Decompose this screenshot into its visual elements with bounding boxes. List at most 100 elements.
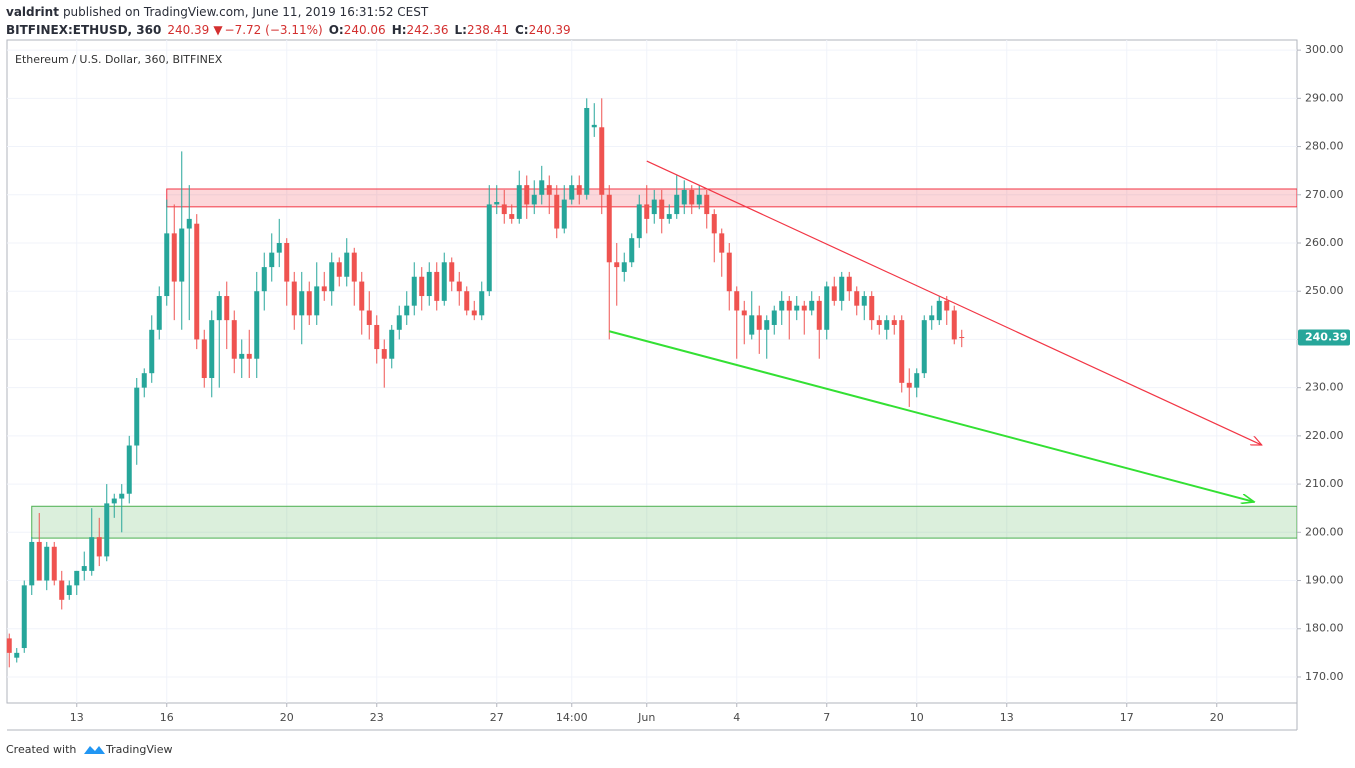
change-arrow: ▼ [213, 23, 223, 37]
candle-body [674, 194, 680, 215]
candle-body [539, 180, 545, 195]
candle-body [344, 252, 350, 277]
candle-body [359, 281, 365, 311]
candle-body [179, 228, 185, 282]
candle-body [59, 580, 65, 600]
published: published on TradingView.com, June 11, 2… [63, 5, 429, 19]
open-label: O: [329, 23, 344, 37]
candle-body [591, 124, 597, 128]
candle-body [756, 315, 762, 330]
candle-body [741, 310, 747, 316]
candle-body [659, 199, 665, 219]
candle-body [209, 320, 215, 379]
y-tick-label: 210.00 [1305, 477, 1344, 490]
candle-body [456, 281, 462, 292]
candle-body [104, 503, 110, 557]
symbol-line: BITFINEX:ETHUSD, 360 240.39 ▼ −7.72 (−3.11%… [6, 23, 571, 37]
footer-brand: TradingView [105, 743, 172, 756]
candle-body [546, 185, 552, 195]
x-tick-label: 17 [1120, 711, 1134, 724]
candle-body [696, 194, 702, 205]
candle-body [509, 214, 515, 219]
candle-body [779, 300, 785, 311]
y-tick-label: 200.00 [1305, 525, 1344, 538]
trendlines [608, 160, 1262, 502]
candle-body [314, 286, 320, 316]
candle-body [801, 305, 807, 311]
candle-body [486, 204, 492, 292]
candle-body [681, 189, 687, 205]
author: valdrint [6, 5, 59, 19]
candle-body [884, 320, 890, 330]
candle-body [194, 223, 200, 340]
candle-body [561, 199, 567, 229]
high-label: H: [392, 23, 407, 37]
candle-body [479, 291, 485, 316]
y-tick-label: 280.00 [1305, 140, 1344, 153]
candle-body [846, 276, 852, 292]
candle-body [164, 233, 170, 297]
candle-body [224, 296, 230, 321]
candle-body [29, 541, 35, 586]
x-tick-label: Jun [637, 711, 655, 724]
candle-body [186, 218, 192, 229]
candle-body [749, 315, 755, 335]
candle-body [771, 310, 777, 325]
candle-body [119, 493, 125, 499]
grid [7, 40, 1297, 703]
candle-body [134, 387, 140, 446]
candle-body [36, 541, 42, 581]
candle-body [351, 252, 357, 282]
x-tick-label: 13 [1000, 711, 1014, 724]
y-tick-label: 170.00 [1305, 670, 1344, 683]
candle-body [711, 214, 717, 234]
candle-body [651, 199, 657, 215]
candle-body [201, 339, 207, 379]
symbol: BITFINEX:ETHUSD, 360 [6, 23, 161, 37]
close: 240.39 [529, 23, 571, 37]
candle-body [606, 194, 612, 263]
candle-body [81, 566, 87, 571]
y-tick-label: 190.00 [1305, 574, 1344, 587]
candle-body [531, 194, 537, 205]
candle-body [96, 537, 102, 557]
candle-body [944, 300, 950, 311]
candle-body [404, 305, 410, 316]
y-tick-label: 250.00 [1305, 284, 1344, 297]
candle-body [89, 537, 95, 571]
candle-body [471, 310, 477, 316]
candle-body [936, 300, 942, 321]
candle-body [689, 189, 695, 205]
candle-body [704, 194, 710, 215]
chart-legend: Ethereum / U.S. Dollar, 360, BITFINEX [15, 53, 223, 66]
candle-body [906, 382, 912, 388]
candle-body [396, 315, 402, 330]
candle-body [809, 300, 815, 311]
candle-body [441, 262, 447, 301]
y-tick-label: 180.00 [1305, 622, 1344, 635]
candle-body [216, 296, 222, 321]
last-price: 240.39 [167, 23, 209, 37]
candle-body [149, 329, 155, 374]
candle-body [44, 546, 50, 581]
candle-body [321, 286, 327, 292]
axes: 170.00 180.00 190.00 200.00 210.00 220.00 230.… [70, 43, 1350, 724]
candle-body [959, 337, 965, 339]
candle-body [854, 291, 860, 306]
low: 238.41 [467, 23, 509, 37]
candle-body [794, 305, 800, 311]
candle-body [614, 262, 620, 268]
candle-body [21, 585, 27, 649]
trendline [608, 330, 1254, 502]
x-tick-label: 20 [280, 711, 294, 724]
footer-created: Created with [6, 743, 76, 756]
candle-body [869, 296, 875, 321]
candle-body [299, 291, 305, 316]
brand-logo [84, 746, 105, 754]
candle-body [239, 353, 245, 359]
candle-body [141, 373, 147, 388]
x-tick-label: 7 [823, 711, 830, 724]
candle-body [51, 546, 57, 581]
